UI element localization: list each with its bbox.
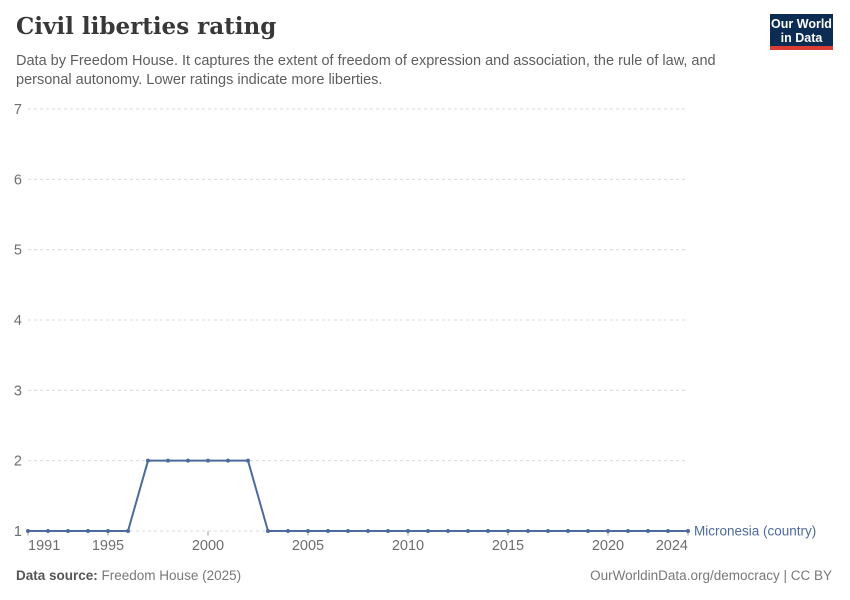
x-axis-tick-label: 2010 [392, 538, 424, 554]
data-point-marker[interactable] [606, 529, 610, 533]
data-point-marker[interactable] [26, 529, 30, 533]
data-point-marker[interactable] [66, 529, 70, 533]
data-point-marker[interactable] [366, 529, 370, 533]
data-point-marker[interactable] [326, 529, 330, 533]
data-point-marker[interactable] [486, 529, 490, 533]
attribution-link[interactable]: OurWorldinData.org/democracy | CC BY [590, 568, 832, 583]
data-point-marker[interactable] [586, 529, 590, 533]
series-label[interactable]: Micronesia (country) [694, 524, 816, 539]
y-axis-tick-label: 1 [14, 524, 22, 540]
data-point-marker[interactable] [686, 529, 690, 533]
data-point-marker[interactable] [266, 529, 270, 533]
y-axis-tick-label: 4 [14, 313, 22, 329]
data-source-label: Data source: [16, 568, 98, 583]
owid-logo-line2: in Data [780, 31, 823, 45]
data-point-marker[interactable] [206, 458, 210, 463]
chart-title: Civil liberties rating [16, 13, 277, 40]
data-point-marker[interactable] [286, 529, 290, 533]
x-axis-tick-label: 2020 [592, 538, 624, 554]
data-point-marker[interactable] [386, 529, 390, 533]
data-point-marker[interactable] [566, 529, 570, 533]
line-chart: 1 2 3 4 5 6 7 1991 1995 2000 2005 2010 2015 2020 2024 M… [14, 102, 816, 554]
data-point-marker[interactable] [666, 529, 670, 533]
data-point-marker[interactable] [646, 529, 650, 533]
data-point-marker[interactable] [106, 529, 110, 533]
x-axis-tick-label: 1991 [28, 538, 60, 554]
chart-subtitle-line1: Data by Freedom House. It captures the e… [16, 53, 716, 69]
data-point-marker[interactable] [506, 529, 510, 533]
y-axis-tick-label: 7 [14, 102, 22, 118]
data-point-marker[interactable] [546, 529, 550, 533]
chart-footer: Data source: Freedom House (2025) OurWor… [16, 568, 832, 583]
owid-logo-line1: Our World [771, 17, 832, 31]
data-point-marker[interactable] [626, 529, 630, 533]
x-axis-tick-label: 2024 [656, 538, 688, 554]
x-axis-tick-label: 2005 [292, 538, 324, 554]
data-point-marker[interactable] [166, 458, 170, 463]
x-axis-tick-label: 2000 [192, 538, 224, 554]
data-point-marker[interactable] [346, 529, 350, 533]
data-point-marker[interactable] [426, 529, 430, 533]
data-point-marker[interactable] [406, 529, 410, 533]
series-line[interactable] [27, 459, 689, 532]
owid-logo[interactable]: Our World in Data [770, 14, 833, 50]
data-point-marker[interactable] [126, 529, 130, 533]
y-axis-tick-label: 5 [14, 243, 22, 259]
chart-subtitle: Data by Freedom House. It captures the e… [16, 52, 716, 90]
data-point-marker[interactable] [86, 529, 90, 533]
data-point-marker[interactable] [46, 529, 50, 533]
data-point-marker[interactable] [226, 458, 230, 463]
y-axis-tick-label: 3 [14, 383, 22, 399]
data-point-marker[interactable] [186, 458, 190, 463]
data-point-marker[interactable] [246, 458, 250, 463]
data-point-marker[interactable] [146, 458, 150, 463]
data-point-marker[interactable] [526, 529, 530, 533]
x-axis-tick-label: 1995 [92, 538, 124, 554]
x-axis-tick-label: 2015 [492, 538, 524, 554]
data-point-marker[interactable] [446, 529, 450, 533]
data-source: Data source: Freedom House (2025) [16, 568, 241, 583]
data-point-marker[interactable] [306, 529, 310, 533]
data-point-marker[interactable] [466, 529, 470, 533]
data-source-value: Freedom House (2025) [97, 568, 242, 583]
y-axis-tick-label: 6 [14, 172, 22, 188]
chart-subtitle-line2: personal autonomy. Lower ratings indicat… [16, 72, 383, 88]
y-axis-tick-label: 2 [14, 454, 22, 470]
